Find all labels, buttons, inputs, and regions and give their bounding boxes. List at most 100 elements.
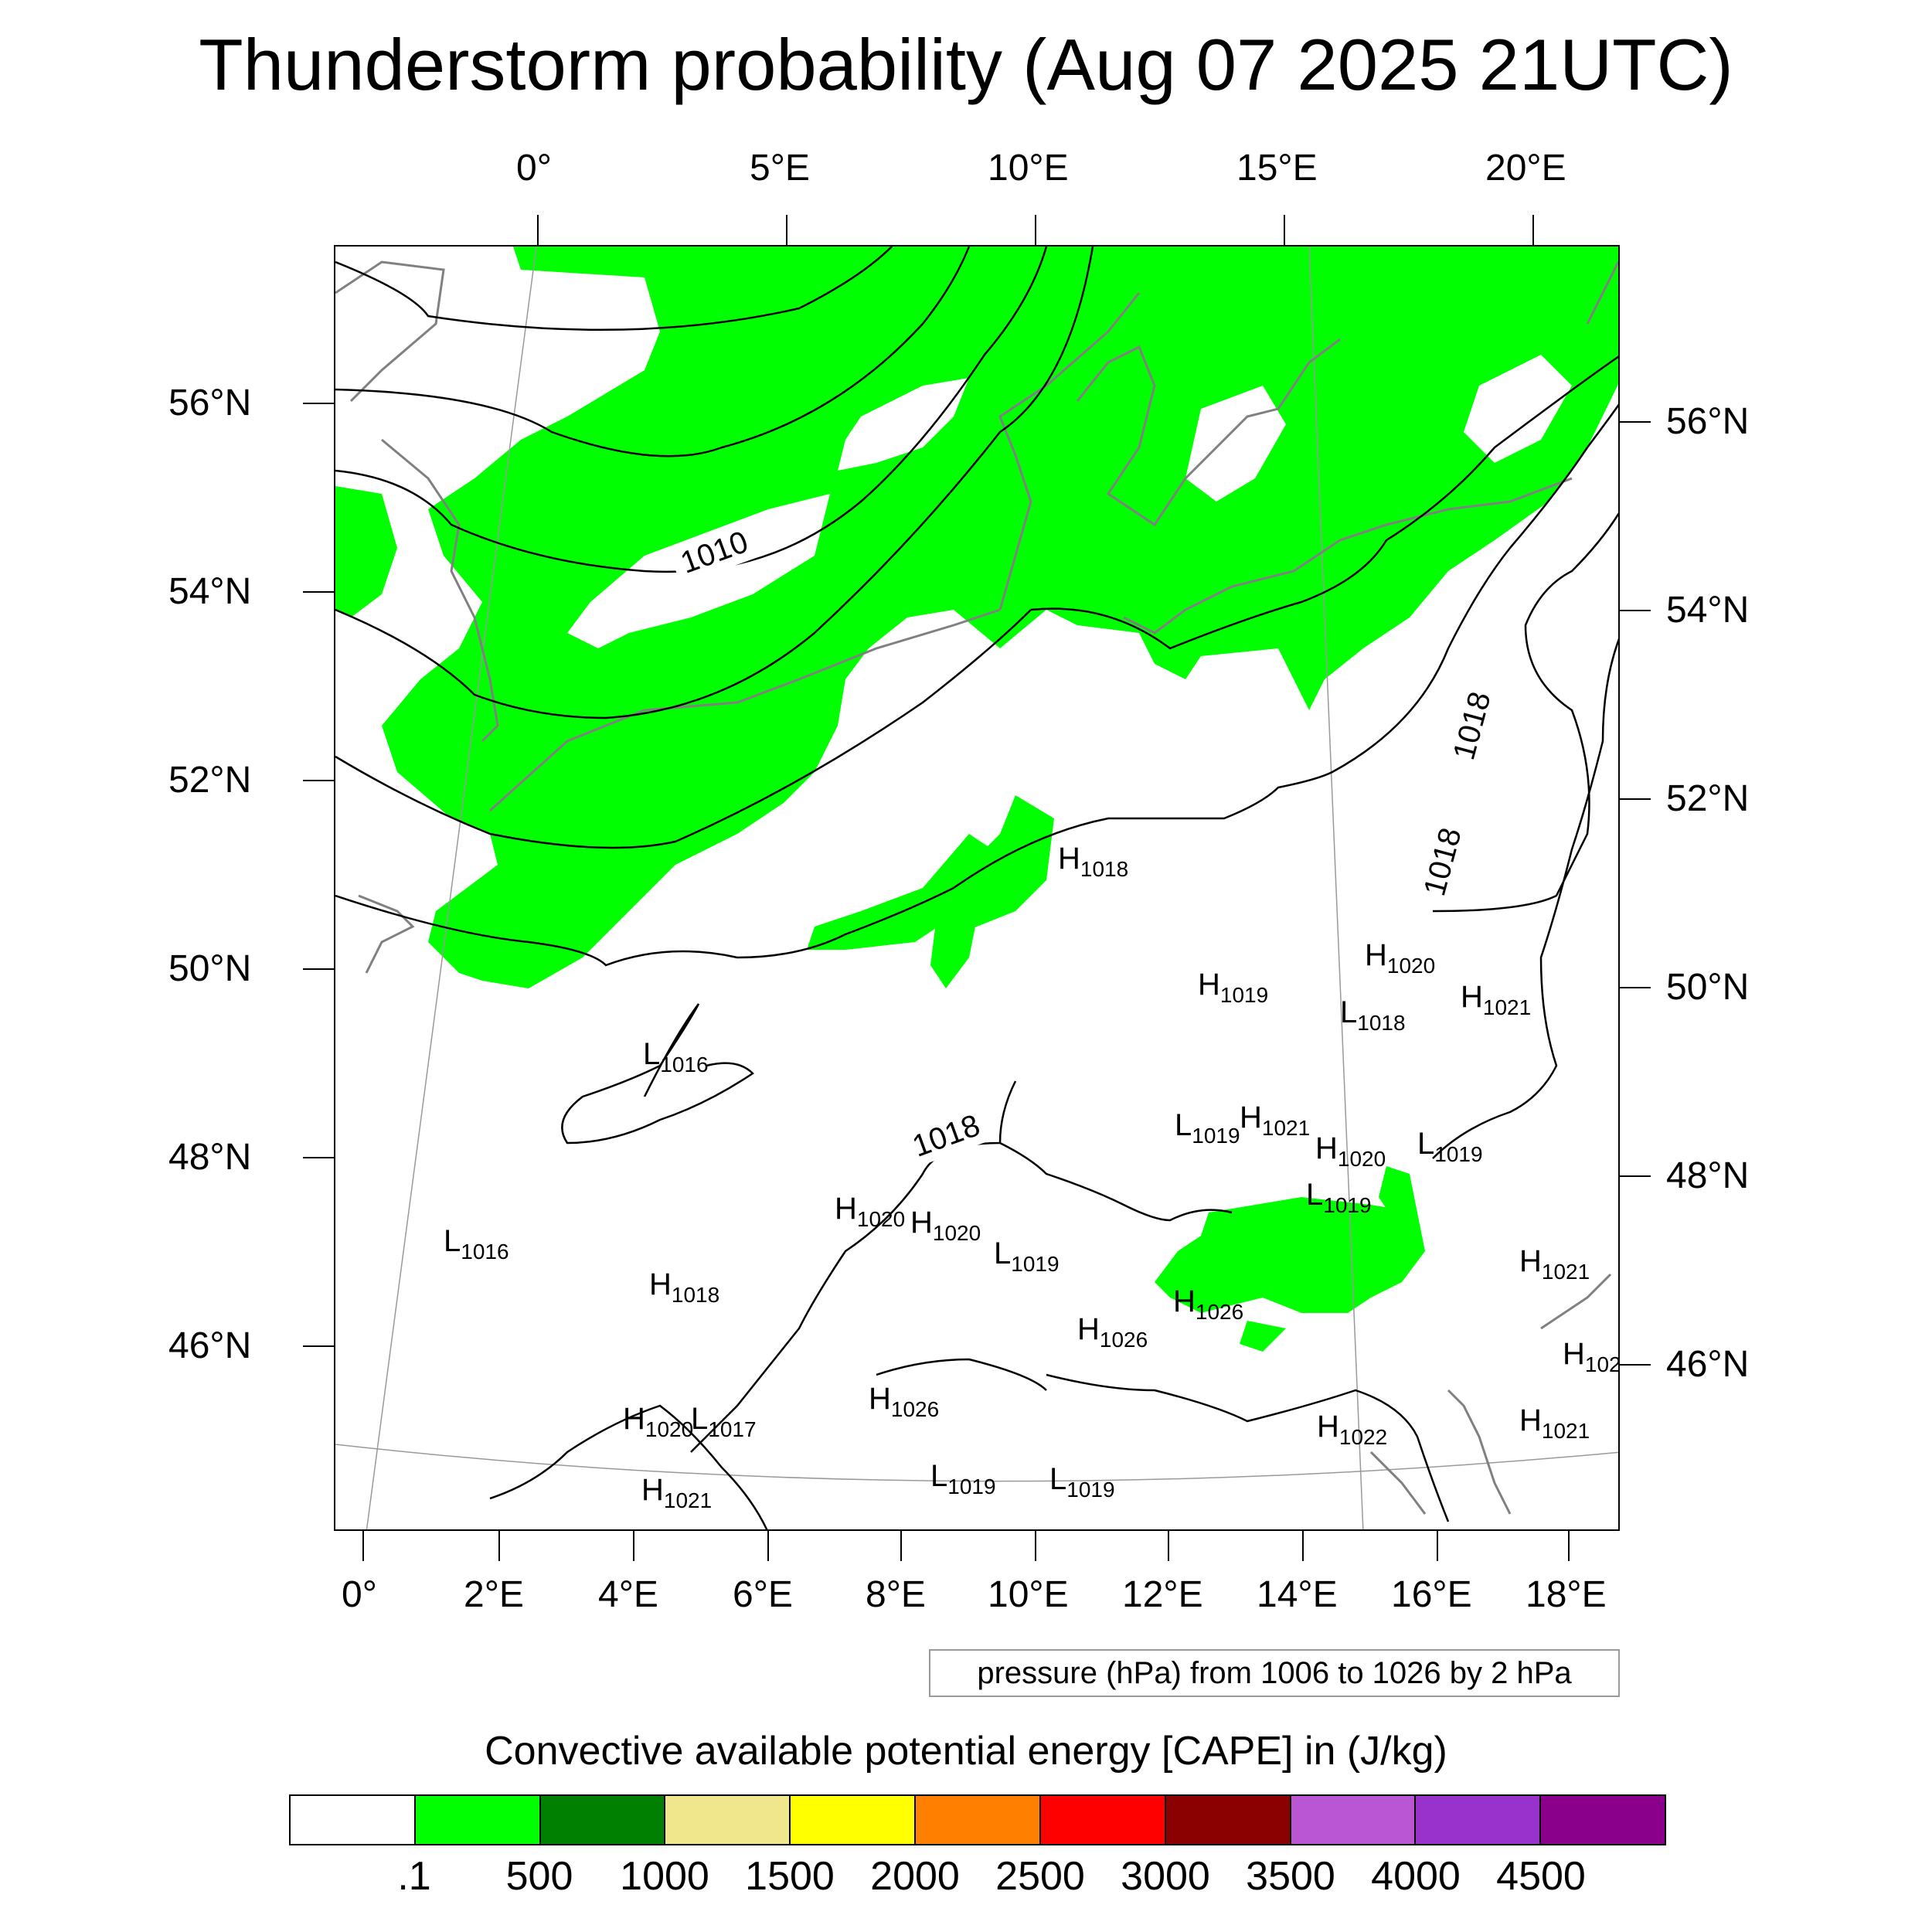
svg-text:H1018: H1018 bbox=[1058, 842, 1128, 881]
center-letter: H bbox=[835, 1192, 857, 1226]
isobar-label-box bbox=[1411, 815, 1473, 908]
svg-text:H1020: H1020 bbox=[835, 1192, 905, 1231]
right-lat-label: 48°N bbox=[1666, 1155, 1750, 1196]
center-letter: H bbox=[1563, 1337, 1585, 1371]
svg-text:L1016: L1016 bbox=[444, 1224, 509, 1264]
center-letter: H bbox=[1240, 1100, 1262, 1134]
svg-text:L1019: L1019 bbox=[930, 1459, 996, 1498]
isobar-label-box bbox=[1440, 679, 1502, 772]
colorbar-cell bbox=[1416, 1796, 1542, 1844]
colorbar-label: 1500 bbox=[745, 1854, 835, 1899]
pressure-centers: H1018 H1020 H1019 L1018 H1021 L1016 L101… bbox=[444, 842, 1620, 1512]
center-letter: H bbox=[1077, 1312, 1100, 1346]
colorbar-label: .1 bbox=[397, 1854, 431, 1899]
center-letter: H bbox=[1315, 1131, 1338, 1165]
center-value: 1020 bbox=[933, 1221, 981, 1245]
left-lat-label: 54°N bbox=[168, 571, 252, 612]
chart-title: Thunderstorm probability (Aug 07 2025 21… bbox=[199, 24, 1733, 105]
center-letter: L bbox=[444, 1224, 461, 1258]
colorbar-cell bbox=[540, 1796, 666, 1844]
bottom-lon-label: 2°E bbox=[464, 1574, 524, 1615]
svg-text:L1019: L1019 bbox=[1049, 1462, 1115, 1502]
top-lon-label: 15°E bbox=[1236, 148, 1318, 189]
top-lon-label: 5°E bbox=[750, 148, 810, 189]
graticule bbox=[335, 247, 1618, 1529]
svg-text:L1019: L1019 bbox=[1417, 1127, 1483, 1166]
svg-text:L1019: L1019 bbox=[994, 1236, 1060, 1276]
svg-text:L1019: L1019 bbox=[1306, 1178, 1372, 1217]
left-lat-label: 48°N bbox=[168, 1137, 252, 1178]
center-letter: H bbox=[623, 1402, 645, 1436]
colorbar-cell bbox=[291, 1796, 416, 1844]
right-lat-label: 56°N bbox=[1666, 401, 1750, 442]
isobars bbox=[335, 247, 1618, 1529]
center-letter: L bbox=[930, 1459, 947, 1493]
colorbar-cell bbox=[1291, 1796, 1417, 1844]
center-letter: H bbox=[649, 1267, 672, 1301]
center-value: 1021 bbox=[664, 1488, 712, 1512]
top-lon-label: 10°E bbox=[988, 148, 1069, 189]
pressure-note: pressure (hPa) from 1006 to 1026 by 2 hP… bbox=[977, 1655, 1572, 1690]
center-value: 1016 bbox=[660, 1053, 708, 1077]
cape-fill bbox=[335, 247, 1618, 1352]
center-value: 1022 bbox=[1339, 1425, 1387, 1449]
coastlines bbox=[335, 260, 1618, 1515]
left-lat-label: 52°N bbox=[168, 760, 252, 801]
center-letter: H bbox=[1461, 980, 1483, 1014]
bottom-lon-label: 0° bbox=[342, 1574, 377, 1615]
center-letter: H bbox=[1198, 968, 1220, 1002]
bottom-lon-label: 6°E bbox=[733, 1574, 793, 1615]
svg-text:H1021: H1021 bbox=[1519, 1244, 1590, 1284]
center-value: 1019 bbox=[947, 1475, 995, 1498]
svg-text:H1021: H1021 bbox=[641, 1473, 712, 1512]
center-value: 1019 bbox=[1066, 1478, 1114, 1502]
center-letter: H bbox=[1173, 1284, 1196, 1318]
center-value: 1019 bbox=[1192, 1124, 1240, 1148]
center-value: 1019 bbox=[1011, 1252, 1059, 1276]
center-letter: L bbox=[691, 1402, 708, 1436]
map-canvas: 1010 1018 1018 1018 H1018 H1020 bbox=[335, 247, 1620, 1529]
colorbar-title: Convective available potential energy [C… bbox=[485, 1729, 1447, 1774]
right-lat-label: 46°N bbox=[1666, 1344, 1750, 1385]
colorbar-label: 3000 bbox=[1121, 1854, 1210, 1899]
center-value: 1019 bbox=[1434, 1142, 1482, 1166]
svg-text:H1021: H1021 bbox=[1519, 1403, 1590, 1443]
center-value: 1018 bbox=[1080, 857, 1128, 881]
svg-text:L1016: L1016 bbox=[643, 1037, 709, 1077]
colorbar-cell bbox=[791, 1796, 917, 1844]
center-value: 1021 bbox=[1542, 1419, 1590, 1443]
svg-text:L1018: L1018 bbox=[1340, 995, 1406, 1035]
svg-text:H1026: H1026 bbox=[1077, 1312, 1148, 1352]
svg-text:H1021: H1021 bbox=[1461, 980, 1531, 1019]
colorbar-label: 500 bbox=[505, 1854, 573, 1899]
isobar-label-box bbox=[899, 1101, 993, 1169]
center-value: 1020 bbox=[645, 1417, 693, 1441]
center-letter: H bbox=[869, 1382, 891, 1416]
colorbar bbox=[289, 1794, 1666, 1845]
bottom-lon-label: 16°E bbox=[1391, 1574, 1472, 1615]
svg-text:H102: H102 bbox=[1563, 1337, 1620, 1376]
center-value: 102 bbox=[1585, 1352, 1620, 1376]
bottom-lon-label: 12°E bbox=[1122, 1574, 1203, 1615]
colorbar-cell bbox=[1165, 1796, 1291, 1844]
bottom-lon-label: 14°E bbox=[1257, 1574, 1338, 1615]
svg-text:L1017: L1017 bbox=[691, 1402, 757, 1441]
svg-text:H1018: H1018 bbox=[649, 1267, 719, 1307]
top-lon-label: 0° bbox=[516, 148, 552, 189]
svg-text:L1019: L1019 bbox=[1175, 1108, 1240, 1148]
right-lat-label: 54°N bbox=[1666, 590, 1750, 631]
colorbar-label: 3500 bbox=[1246, 1854, 1335, 1899]
svg-text:H1019: H1019 bbox=[1198, 968, 1268, 1007]
center-letter: H bbox=[1317, 1410, 1339, 1444]
colorbar-label: 4500 bbox=[1496, 1854, 1586, 1899]
center-value: 1019 bbox=[1323, 1193, 1371, 1217]
isobar-label-box bbox=[667, 518, 761, 586]
center-letter: H bbox=[1058, 842, 1080, 876]
left-lat-label: 50°N bbox=[168, 948, 252, 989]
svg-text:H1026: H1026 bbox=[869, 1382, 939, 1421]
right-lat-label: 50°N bbox=[1666, 967, 1750, 1008]
center-value: 1026 bbox=[1196, 1300, 1243, 1324]
colorbar-label: 1000 bbox=[620, 1854, 709, 1899]
center-letter: L bbox=[1417, 1127, 1434, 1161]
